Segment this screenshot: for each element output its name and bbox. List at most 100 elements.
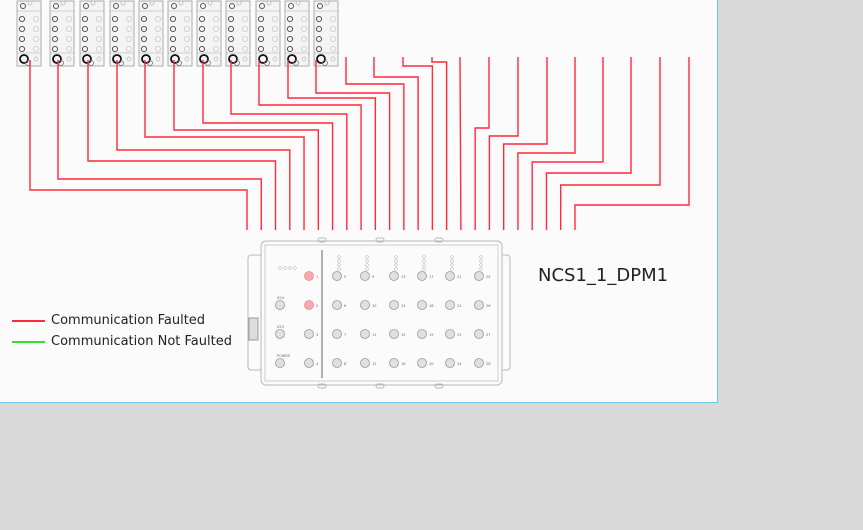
legend-faulted-swatch	[12, 319, 45, 322]
device-port-icon	[389, 358, 399, 368]
module-led-icon	[53, 3, 59, 9]
status-led-icon	[365, 263, 369, 267]
module-port-icon	[213, 56, 219, 62]
status-led-icon	[479, 259, 483, 263]
module-port-icon	[315, 25, 323, 33]
module-port-icon	[271, 36, 278, 43]
link-line-faulted	[87, 60, 277, 230]
module-port-icon	[51, 45, 59, 53]
module-led-icon	[60, 0, 66, 6]
module-port-icon	[96, 36, 103, 43]
link-line-faulted	[287, 60, 377, 230]
module-port-icon	[111, 15, 119, 23]
status-led-icon	[422, 267, 426, 271]
module-led-icon	[120, 0, 126, 6]
module-port-icon	[169, 25, 177, 33]
device-port-icon	[445, 300, 455, 310]
module-port-icon	[264, 60, 270, 66]
module-port-icon	[18, 45, 26, 53]
module-port-icon	[33, 36, 40, 43]
aux-port-label: X23	[277, 325, 284, 329]
port-number-label: 10	[372, 304, 376, 308]
module-port-icon	[66, 15, 73, 22]
link-line-faulted	[431, 57, 448, 230]
legend-not-faulted-label: Communication Not Faulted	[51, 334, 232, 349]
link-line-faulted	[474, 57, 490, 230]
link-line-faulted	[545, 57, 632, 230]
device-port-icon	[474, 358, 484, 368]
io-module	[167, 0, 193, 67]
device-body	[260, 240, 503, 386]
status-led-icon	[479, 267, 483, 271]
module-port-icon	[147, 60, 153, 66]
port-number-label: 13	[401, 275, 405, 279]
module-port-icon	[18, 35, 26, 43]
device-port-icon	[304, 329, 314, 339]
module-port-icon	[33, 25, 40, 32]
module-port-icon	[33, 56, 39, 62]
link-line-faulted	[373, 57, 419, 230]
module-led-icon	[200, 3, 206, 9]
module-port-icon	[301, 56, 307, 62]
port-number-label: 25	[486, 275, 490, 279]
device-port-icon	[389, 271, 399, 281]
port-number-label: 22	[457, 304, 461, 308]
port-number-label: 5	[344, 275, 346, 279]
port-number-label: 14	[401, 304, 406, 308]
module-network-port-icon	[52, 54, 62, 64]
module-port-icon	[315, 35, 323, 43]
device-port-icon	[304, 300, 314, 310]
module-port-icon	[212, 36, 219, 43]
device-aux-port-icon	[275, 300, 285, 310]
module-led-icon	[149, 0, 155, 6]
module-port-icon	[286, 45, 294, 53]
link-line-faulted	[345, 57, 405, 230]
module-led-icon	[171, 3, 177, 9]
module-port-icon	[212, 25, 219, 32]
module-port-icon	[241, 15, 248, 22]
module-port-icon	[271, 46, 278, 53]
device-port-icon	[474, 300, 484, 310]
status-led-icon	[365, 267, 369, 271]
module-port-icon	[169, 15, 177, 23]
module-port-icon	[286, 35, 294, 43]
device-port-icon	[445, 358, 455, 368]
device-port-icon	[332, 329, 342, 339]
device-clip	[434, 237, 444, 243]
module-port-icon	[154, 25, 161, 32]
module-port-icon	[227, 45, 235, 53]
io-module	[313, 0, 339, 67]
status-led-icon	[394, 267, 398, 271]
status-led-icon	[422, 255, 426, 259]
legend-faulted-label: Communication Faulted	[51, 313, 206, 328]
module-port-icon	[184, 56, 190, 62]
device-port-icon	[360, 358, 370, 368]
link-line-faulted	[29, 60, 248, 230]
module-port-icon	[272, 56, 278, 62]
module-port-icon	[51, 35, 59, 43]
device-port-icon	[445, 329, 455, 339]
module-port-icon	[212, 15, 219, 22]
io-module	[255, 0, 281, 67]
status-led-icon	[450, 255, 454, 259]
status-led-icon	[450, 263, 454, 267]
module-port-icon	[111, 45, 119, 53]
module-port-icon	[198, 35, 206, 43]
status-led-icon	[422, 263, 426, 267]
module-port-icon	[96, 25, 103, 32]
device-port-icon	[417, 358, 427, 368]
module-led-icon	[236, 0, 242, 6]
module-led-icon	[90, 0, 96, 6]
port-number-label: 15	[401, 333, 405, 337]
status-led-icon	[479, 263, 483, 267]
io-module	[16, 0, 42, 67]
port-number-label: 4	[316, 362, 319, 366]
module-port-icon	[227, 35, 235, 43]
device-port-icon	[360, 271, 370, 281]
device-port-icon	[332, 271, 342, 281]
module-port-icon	[198, 15, 206, 23]
module-port-icon	[66, 46, 73, 53]
device-port-icon	[474, 271, 484, 281]
device-mount-left	[247, 254, 263, 371]
module-network-port-icon	[141, 54, 151, 64]
